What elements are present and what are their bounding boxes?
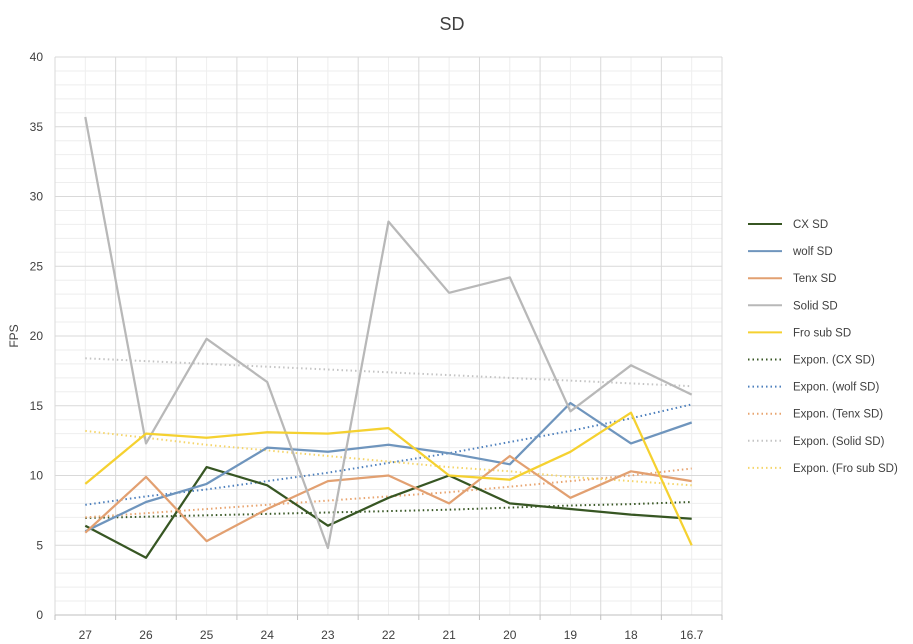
gridlines <box>54 56 723 620</box>
series-line-solid-sd <box>84 116 693 550</box>
series-line-cx-sd <box>84 465 692 559</box>
legend-label: Expon. (Fro sub SD) <box>793 463 898 475</box>
y-tick-label: 10 <box>30 469 44 483</box>
legend: CX SD wolf SD Tenx SD Solid SD Fro sub SD Exp… <box>748 219 898 475</box>
x-tick-label: 20 <box>503 628 517 642</box>
x-tick-label: 26 <box>139 628 153 642</box>
legend-label: wolf SD <box>792 246 833 258</box>
y-tick-label: 0 <box>36 608 43 622</box>
legend-label: Fro sub SD <box>793 327 851 339</box>
series-line-expon-cx-sd <box>85 501 692 519</box>
x-tick-label: 21 <box>442 628 456 642</box>
legend-label: Solid SD <box>793 300 838 312</box>
x-tick-label: 24 <box>261 628 275 642</box>
x-tick-label: 23 <box>321 628 335 642</box>
x-tick-label: 22 <box>382 628 396 642</box>
chart-title: SD <box>439 14 464 34</box>
x-tick-label: 25 <box>200 628 214 642</box>
legend-label: Tenx SD <box>793 273 836 285</box>
legend-label: CX SD <box>793 219 828 231</box>
x-axis-ticks: 27 26 25 24 23 22 21 20 19 18 16.7 <box>79 628 704 642</box>
y-tick-label: 15 <box>30 399 44 413</box>
y-tick-label: 40 <box>30 50 44 64</box>
series-lines <box>84 116 693 559</box>
y-tick-label: 20 <box>30 329 44 343</box>
legend-label: Expon. (wolf SD) <box>793 382 879 394</box>
legend-label: Expon. (Tenx SD) <box>793 409 883 421</box>
x-tick-label: 27 <box>79 628 93 642</box>
y-tick-label: 35 <box>30 120 44 134</box>
x-tick-label: 16.7 <box>680 628 704 642</box>
series-line-expon-wolf-sd <box>85 403 692 506</box>
series-line-wolf-sd <box>84 401 693 533</box>
y-tick-label: 30 <box>30 190 44 204</box>
series-line-fro-sub-sd <box>84 411 693 546</box>
y-axis-label: FPS <box>7 324 21 347</box>
x-tick-label: 18 <box>624 628 638 642</box>
legend-label: Expon. (Solid SD) <box>793 436 885 448</box>
y-axis-ticks: 0 5 10 15 20 25 30 35 40 <box>30 50 44 622</box>
legend-label: Expon. (CX SD) <box>793 355 875 367</box>
series-line-tenx-sd <box>84 454 692 543</box>
x-tick-label: 19 <box>564 628 578 642</box>
y-tick-label: 25 <box>30 259 44 273</box>
y-tick-label: 5 <box>36 538 43 552</box>
